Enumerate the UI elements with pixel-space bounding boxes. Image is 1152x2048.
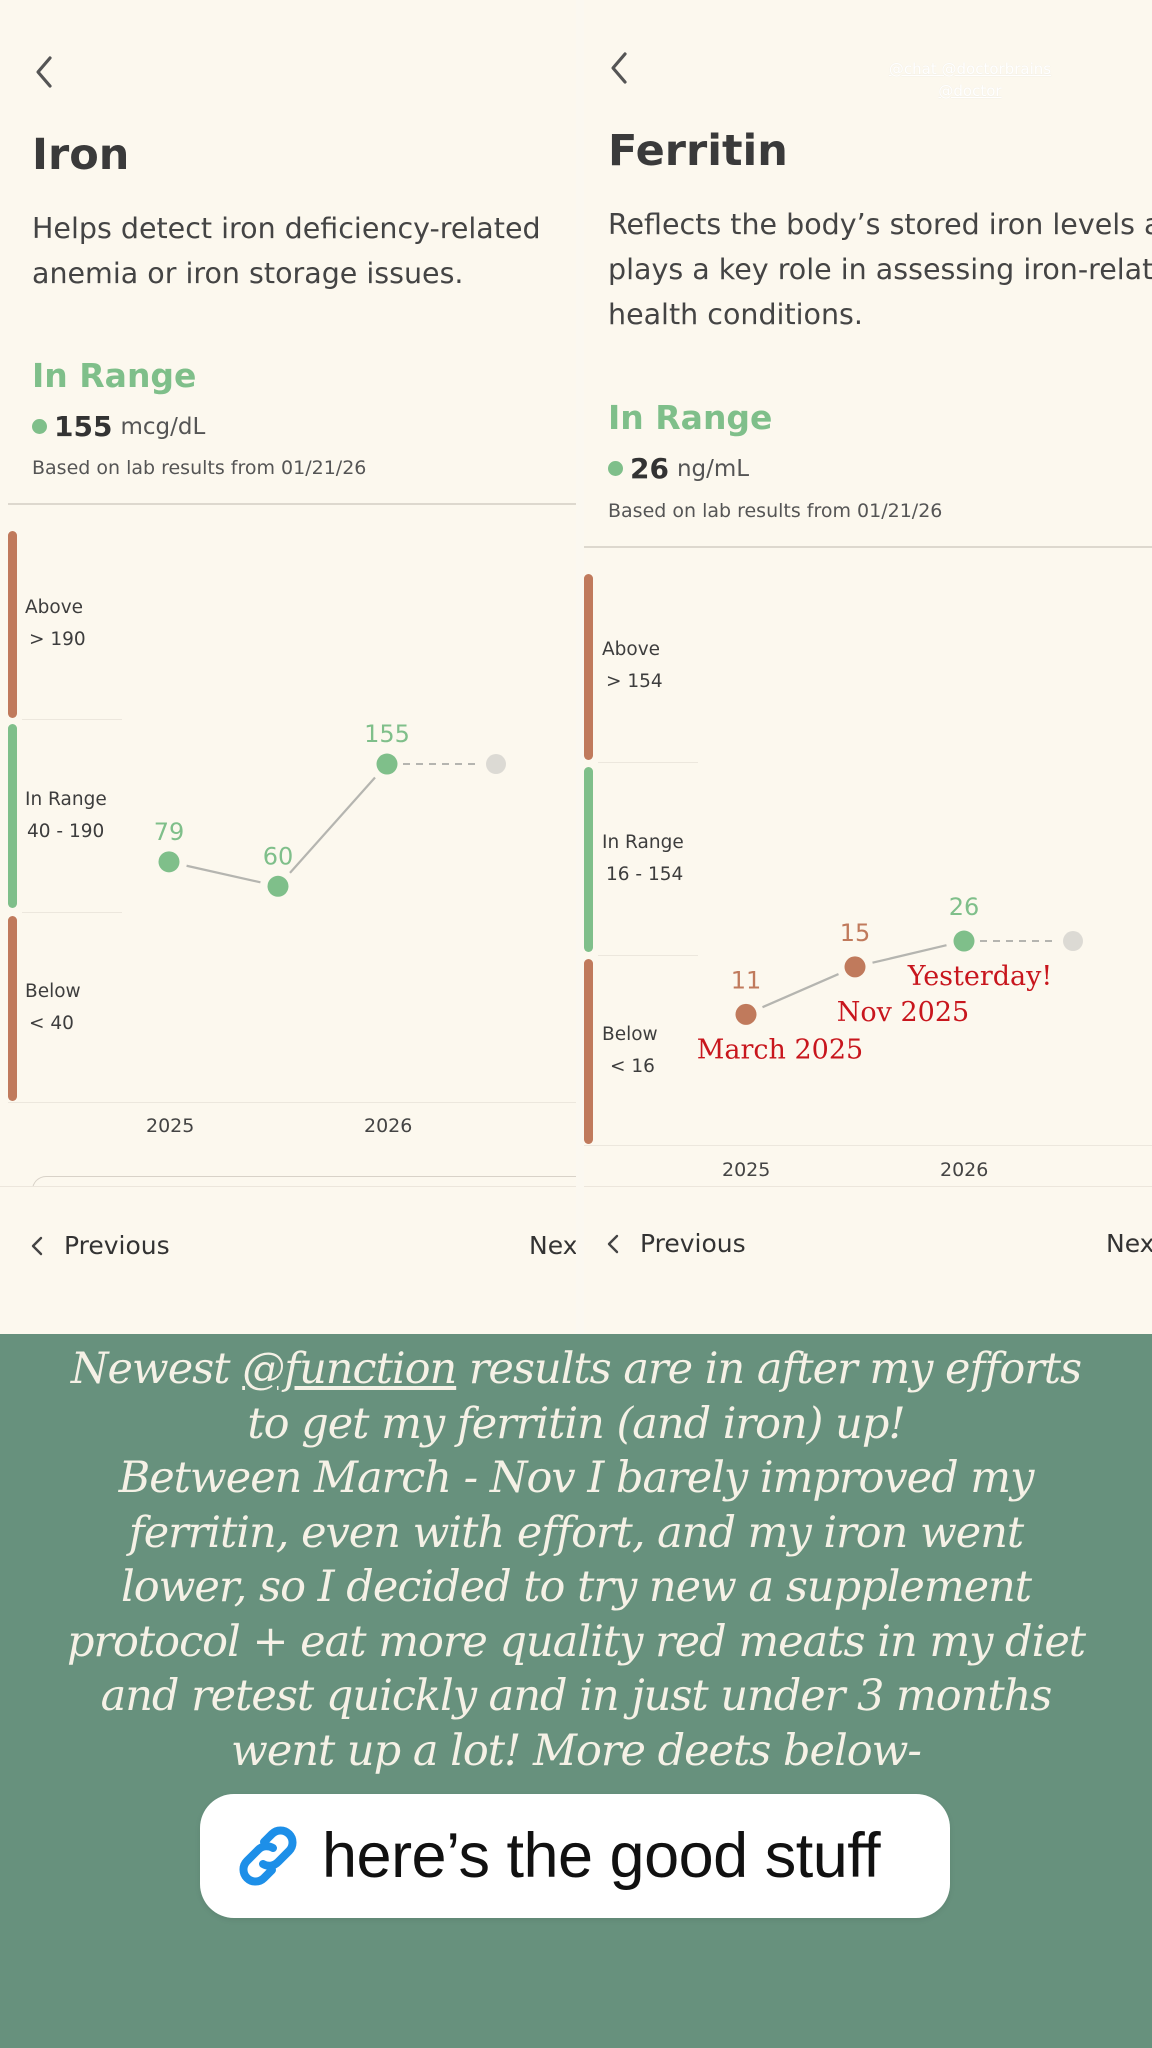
status-dot [32, 419, 47, 434]
band-label-below: Below < 40 [25, 981, 81, 1034]
x-tick-label: 2026 [940, 1159, 989, 1181]
reading-value: 155 [54, 410, 113, 443]
pager: Previous Nex [0, 1186, 576, 1334]
band-label-below: Below < 16 [602, 1024, 658, 1077]
back-chevron-icon[interactable] [605, 48, 635, 88]
ferritin-trend-chart: 11 March 2025 15 Nov 2025 26 Yesterday! [697, 893, 1083, 1065]
divider [8, 503, 576, 505]
data-point[interactable] [158, 851, 180, 873]
handwritten-annotation: Yesterday! [907, 961, 1053, 992]
story-caption-area: Newest @function results are in after my… [0, 1334, 1152, 2048]
x-tick-label: 2025 [146, 1115, 195, 1137]
trend-line-segment [762, 973, 839, 1009]
chevron-left-icon [31, 1236, 43, 1255]
band-divider [598, 955, 698, 956]
band-label-in-range: In Range 16 - 154 [602, 832, 684, 885]
trend-line-segment [289, 776, 376, 874]
handwritten-annotation: Nov 2025 [837, 997, 969, 1028]
link-icon [239, 1826, 297, 1886]
ferritin-panel: Ferritin Reflects the body’s stored iron… [584, 0, 1152, 1334]
page-title: Iron [32, 130, 130, 180]
caption-line: ferritin, even with effort, and my iron … [128, 1507, 1024, 1558]
marker-description: Reflects the body’s stored iron levels a… [608, 208, 1152, 331]
next-test-placeholder-point [486, 754, 506, 775]
caption-text: Newest @function results are in after my… [60, 1342, 1092, 1778]
data-point[interactable] [953, 930, 975, 952]
band-above [584, 574, 593, 760]
link-sticker[interactable]: here’s the good stuff [200, 1794, 950, 1918]
data-label: 60 [263, 842, 294, 870]
caption-line: Newest @function results are in after my… [70, 1344, 1082, 1394]
band-label-above: Above > 154 [602, 639, 663, 692]
x-tick-label: 2026 [364, 1115, 413, 1137]
band-divider [598, 762, 698, 763]
data-label: 26 [949, 893, 980, 921]
band-in-range [584, 767, 593, 952]
chevron-left-icon [607, 1234, 619, 1253]
band-divider [22, 719, 122, 720]
lab-date-note: Based on lab results from 01/21/26 [32, 457, 367, 479]
status-label: In Range [32, 356, 197, 395]
data-point[interactable] [844, 956, 866, 978]
caption-line: protocol + eat more quality red meats in… [66, 1616, 1086, 1667]
previous-button[interactable]: Previous [30, 1231, 170, 1260]
watermark-text: @chat @doctorbrains @doctor [888, 60, 1052, 100]
reading-unit: mcg/dL [120, 413, 206, 440]
divider [584, 546, 1152, 548]
data-label: 11 [731, 966, 762, 994]
data-label: 79 [154, 818, 185, 846]
band-label-above: Above > 190 [25, 597, 86, 650]
reading-value: 26 [630, 452, 669, 485]
data-point[interactable] [267, 875, 289, 897]
band-below [8, 916, 17, 1101]
band-divider [22, 912, 122, 913]
reading-unit: ng/mL [676, 455, 750, 482]
trend-line-segment [186, 864, 261, 884]
lab-date-note: Based on lab results from 01/21/26 [608, 500, 943, 522]
caption-line: went up a lot! More deets below- [231, 1725, 922, 1776]
caption-line: and retest quickly and in just under 3 m… [100, 1671, 1053, 1721]
data-label: 155 [364, 720, 410, 748]
previous-button[interactable]: Previous [606, 1229, 746, 1258]
data-point[interactable] [735, 1003, 757, 1025]
band-label-in-range: In Range 40 - 190 [25, 789, 107, 842]
next-button[interactable]: Nex [529, 1231, 576, 1260]
latest-reading: 26 ng/mL [608, 452, 749, 485]
handwritten-annotation: March 2025 [697, 1034, 863, 1065]
next-button[interactable]: Nex [1106, 1229, 1152, 1258]
band-above [8, 531, 17, 718]
status-dot [608, 461, 623, 476]
page-title: Ferritin [608, 126, 788, 176]
data-point[interactable] [376, 753, 398, 775]
previous-label: Previous [64, 1231, 170, 1260]
latest-reading: 155 mcg/dL [32, 410, 205, 443]
caption-line: to get my ferritin (and iron) up! [247, 1398, 905, 1449]
trend-line-segment [872, 944, 947, 964]
iron-panel: Iron Helps detect iron deficiency-relate… [0, 0, 576, 1334]
mention-link[interactable]: @function [242, 1344, 457, 1394]
caption-line: lower, so I decided to try new a supplem… [120, 1562, 1032, 1612]
next-test-placeholder-point [1063, 931, 1083, 952]
caption-line: Between March - Nov I barely improved my [118, 1453, 1035, 1503]
marker-description: Helps detect iron deficiency-related ane… [32, 212, 541, 290]
pager: Previous Nex [584, 1186, 1152, 1334]
link-sticker-label: here’s the good stuff [322, 1821, 881, 1891]
iron-trend-chart: 79 60 155 [154, 720, 506, 897]
back-chevron-icon[interactable] [30, 52, 60, 92]
data-label: 15 [840, 919, 871, 947]
band-below [584, 959, 593, 1144]
status-label: In Range [608, 398, 773, 437]
band-in-range [8, 724, 17, 908]
chart-baseline [584, 1145, 1152, 1146]
chart-baseline [8, 1102, 576, 1103]
previous-label: Previous [640, 1229, 746, 1258]
x-tick-label: 2025 [722, 1159, 771, 1181]
